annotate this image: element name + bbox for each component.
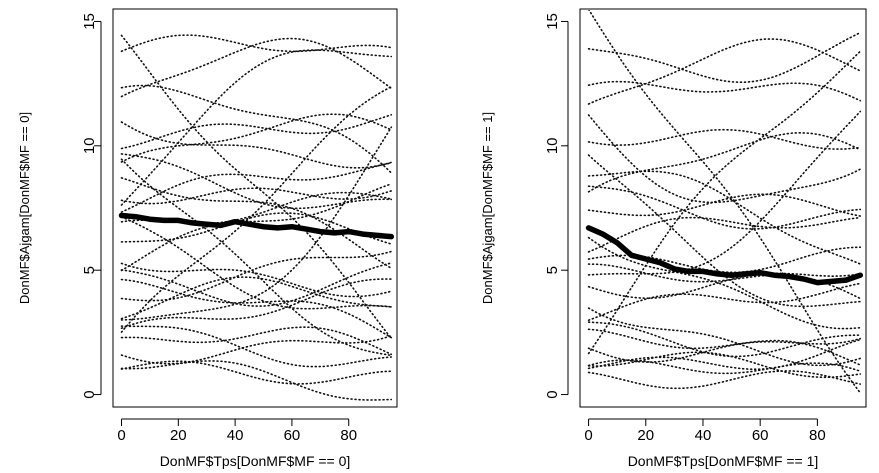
individual-curve xyxy=(587,328,862,366)
individual-curve xyxy=(587,31,862,83)
x-tick-label: 20 xyxy=(170,427,187,444)
individual-curve xyxy=(587,282,862,321)
individual-curve xyxy=(120,212,393,245)
individual-curve xyxy=(120,85,393,333)
left-panel: 0 20 40 60 80 DonMF$Tps[DonMF$MF == 0] 0 5 10 15 D… xyxy=(17,8,398,469)
y-axis-title: DonMF$Ajgam[DonMF$MF == 1] xyxy=(480,112,495,304)
curves-group xyxy=(585,10,864,394)
individual-curve xyxy=(587,351,862,379)
y-tick-label: 5 xyxy=(81,266,98,274)
x-tick-label: 60 xyxy=(284,427,301,444)
individual-curve xyxy=(587,114,862,204)
y-axis: 0 5 10 15 xyxy=(81,13,102,399)
individual-curve xyxy=(587,359,862,375)
plot-box xyxy=(579,8,867,408)
individual-curve xyxy=(587,185,862,230)
individual-curve xyxy=(587,338,862,370)
individual-curve xyxy=(120,49,393,206)
y-axis-title: DonMF$Ajgam[DonMF$MF == 0] xyxy=(17,112,32,304)
individual-curve xyxy=(120,183,393,272)
mean-series-line xyxy=(585,225,864,286)
individual-curve xyxy=(587,170,862,265)
y-tick-label: 0 xyxy=(544,390,561,398)
x-axis: 0 20 40 60 80 xyxy=(117,418,357,444)
individual-curve xyxy=(120,121,393,169)
individual-curve xyxy=(120,278,393,339)
right-panel: 0 20 40 60 80 DonMF$Tps[DonMF$MF == 1] 0 5 10 15 D… xyxy=(480,8,867,469)
individual-curve xyxy=(587,50,862,355)
individual-curve xyxy=(588,10,862,394)
individual-curve xyxy=(120,360,393,401)
x-tick-label: 80 xyxy=(340,427,357,444)
x-tick-label: 0 xyxy=(117,427,125,444)
x-tick-label: 0 xyxy=(584,427,592,444)
mean-series-line xyxy=(118,212,395,240)
individual-curve xyxy=(120,158,393,357)
x-axis-title: DonMF$Tps[DonMF$MF == 0] xyxy=(160,453,351,469)
individual-curve xyxy=(120,37,393,98)
x-tick-label: 20 xyxy=(637,427,654,444)
individual-curve xyxy=(587,216,862,253)
individual-curve xyxy=(120,114,393,150)
plot-box xyxy=(112,8,398,408)
individual-curve xyxy=(120,34,393,53)
y-tick-label: 15 xyxy=(544,13,561,30)
y-tick-label: 10 xyxy=(544,137,561,154)
individual-curve xyxy=(587,38,862,105)
y-tick-label: 0 xyxy=(81,390,98,398)
individual-curve xyxy=(120,276,393,320)
individual-curve xyxy=(120,326,393,356)
y-tick-label: 5 xyxy=(544,266,561,274)
curves-group xyxy=(118,34,395,401)
individual-curve xyxy=(120,34,393,340)
y-tick-label: 10 xyxy=(81,137,98,154)
individual-curve xyxy=(587,80,862,102)
x-tick-label: 80 xyxy=(809,427,826,444)
x-axis-title: DonMF$Tps[DonMF$MF == 1] xyxy=(628,453,819,469)
individual-curve xyxy=(587,272,862,300)
individual-curve xyxy=(587,131,862,193)
x-axis: 0 20 40 60 80 xyxy=(584,418,826,444)
individual-curve xyxy=(120,126,393,321)
individual-curve xyxy=(120,177,393,270)
y-tick-label: 15 xyxy=(81,13,98,30)
individual-curve xyxy=(587,128,862,150)
x-tick-label: 40 xyxy=(227,427,244,444)
y-axis: 0 5 10 15 xyxy=(544,13,569,399)
individual-curve xyxy=(587,337,862,363)
individual-curve xyxy=(587,193,862,217)
x-tick-label: 40 xyxy=(695,427,712,444)
individual-curve xyxy=(587,110,862,276)
individual-curve xyxy=(120,278,393,329)
individual-curve xyxy=(120,153,393,210)
individual-curve xyxy=(120,360,393,385)
individual-curve xyxy=(120,113,393,163)
individual-curve xyxy=(120,216,393,310)
individual-curve xyxy=(587,321,862,358)
individual-curve xyxy=(587,154,862,308)
x-tick-label: 60 xyxy=(752,427,769,444)
individual-curve xyxy=(120,325,393,368)
individual-curve xyxy=(120,335,393,365)
individual-curve xyxy=(120,84,393,174)
individual-curve xyxy=(120,162,393,213)
individual-curve xyxy=(587,307,862,367)
